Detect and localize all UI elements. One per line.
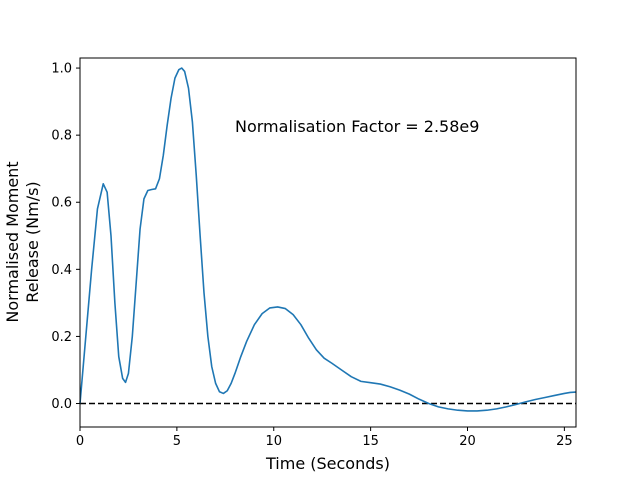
y-tick-label: 0.4 <box>51 263 72 278</box>
x-axis-label: Time (Seconds) <box>265 454 390 473</box>
plot-frame <box>79 57 577 428</box>
y-tick-label: 0.2 <box>51 330 72 345</box>
y-axis-label-line-1: Normalised Moment <box>3 161 22 322</box>
plot-content <box>79 67 577 412</box>
y-tick-label: 0.8 <box>51 129 72 144</box>
x-tick-label: 5 <box>173 434 181 449</box>
y-axis-label-line-2: Release (Nm/s) <box>23 181 42 302</box>
y-tick-label: 1.0 <box>51 62 72 77</box>
plot-background <box>80 58 576 427</box>
x-tick-label: 10 <box>265 434 282 449</box>
x-tick-label: 20 <box>459 434 476 449</box>
x-tick-label: 25 <box>556 434 573 449</box>
x-tick-label: 15 <box>362 434 379 449</box>
x-tick-label: 0 <box>76 434 84 449</box>
x-axis-ticks: 0 5 10 15 20 25 <box>76 427 573 449</box>
normalisation-annotation: Normalisation Factor = 2.58e9 <box>235 117 479 136</box>
moment-release-line <box>79 67 577 412</box>
y-tick-label: 0.6 <box>51 196 72 211</box>
y-tick-label: 0.0 <box>51 397 72 412</box>
y-axis-ticks: 0.0 0.2 0.4 0.6 0.8 1.0 <box>51 62 80 412</box>
